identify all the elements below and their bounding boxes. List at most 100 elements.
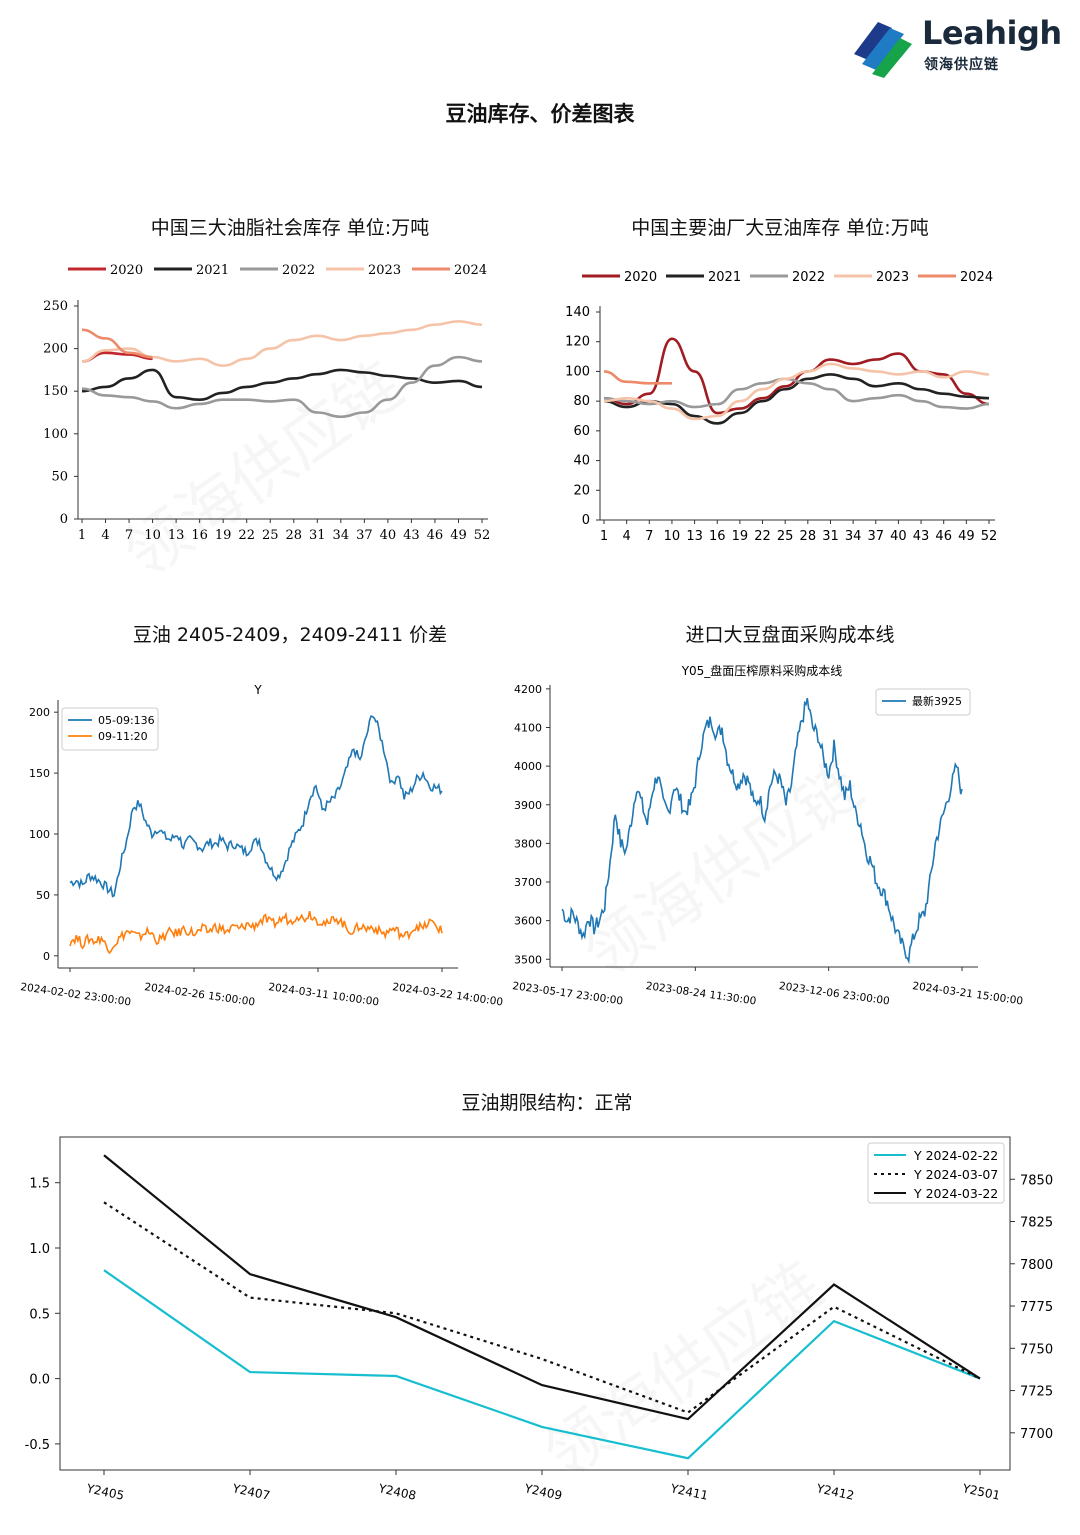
x-tick-label: Y2409: [522, 1481, 563, 1503]
series-line-2021: [603, 373, 990, 425]
legend-label-2024: 2024: [454, 263, 487, 278]
y-tick-label: 60: [573, 424, 590, 439]
page-title: 豆油库存、价差图表: [445, 102, 635, 126]
legend-label-Y 2024-03-22: Y 2024-03-22: [913, 1186, 998, 1201]
x-tick-label: 2024-03-21 15:00:00: [912, 980, 1024, 1007]
right-y-tick-label: 7700: [1020, 1427, 1053, 1442]
right-y-tick-label: 7850: [1020, 1173, 1053, 1188]
x-tick-label: 2023-12-06 23:00:00: [778, 980, 890, 1007]
y-tick-label: 150: [29, 767, 50, 780]
y-tick-label: 4000: [514, 760, 542, 773]
legend-label-2023: 2023: [368, 263, 401, 278]
plot-frame: [59, 1136, 1011, 1471]
x-tick-label: 4: [101, 528, 109, 543]
legend-label-09-11:20: 09-11:20: [98, 730, 148, 743]
y-tick-label: 200: [43, 342, 68, 357]
series-line-最新3925: [561, 697, 963, 965]
chart-import-cost: Y05_盘面压榨原料采购成本线 3500 3600 3700 3800 3900 4000 4…: [512, 663, 1024, 1007]
x-tick-label: 28: [800, 529, 817, 544]
x-tick-label: 19: [215, 528, 232, 543]
series-line-Y 2024-03-22: [103, 1154, 981, 1421]
chart-three-oils: 0 50 100 150 200 250 1 4 7 10 13 16 19 22 25 28 31 34 37 40…: [43, 263, 491, 543]
series-line-2022: [81, 355, 483, 419]
x-tick-label: 28: [285, 528, 302, 543]
y-tick-label: 0: [60, 512, 68, 527]
x-tick-label: Y2501: [960, 1481, 1001, 1503]
chart-title-import-cost: 进口大豆盘面采购成本线: [685, 624, 895, 646]
x-tick-label: Y2408: [376, 1481, 417, 1503]
series-line-2022: [603, 377, 990, 410]
series-line-05-09:136: [69, 715, 443, 898]
left-y-tick-label: 1.0: [29, 1242, 50, 1257]
series-line-2021: [81, 368, 483, 402]
legend-label-05-09:136: 05-09:136: [98, 714, 155, 727]
x-tick-label: 7: [645, 529, 653, 544]
x-tick-label: 10: [144, 528, 161, 543]
y-tick-label: 4200: [514, 683, 542, 696]
x-tick-label: 43: [913, 529, 930, 544]
x-tick-label: 37: [356, 528, 373, 543]
legend-label-Y 2024-03-07: Y 2024-03-07: [913, 1167, 998, 1182]
right-y-tick-label: 7750: [1020, 1342, 1053, 1357]
legend-box: [875, 688, 971, 716]
y-tick-label: 100: [565, 364, 590, 379]
legend-label-2021: 2021: [708, 270, 741, 285]
y-tick-label: 100: [43, 427, 68, 442]
legend-label-Y 2024-02-22: Y 2024-02-22: [913, 1148, 998, 1163]
right-y-tick-label: 7725: [1020, 1385, 1053, 1400]
x-tick-label: Y2412: [814, 1481, 855, 1503]
series-line-Y 2024-02-22: [103, 1269, 981, 1460]
x-tick-label: 43: [403, 528, 420, 543]
legend-label-2020: 2020: [110, 263, 143, 278]
legend-label-2021: 2021: [196, 263, 229, 278]
x-tick-label: 31: [309, 528, 326, 543]
x-tick-label: 22: [238, 528, 255, 543]
chart-mill-soyoil: 0 20 40 60 80 100 120 140 1 4 7 10 13 16 19 22 25 28 31 34 3…: [565, 270, 998, 544]
chart-subtitle: Y: [253, 683, 262, 697]
y-tick-label: 140: [565, 305, 590, 320]
x-tick-label: 16: [191, 528, 208, 543]
y-tick-label: 50: [51, 469, 68, 484]
y-tick-label: 50: [36, 889, 50, 902]
x-tick-label: 19: [732, 529, 749, 544]
x-tick-label: 31: [822, 529, 839, 544]
chart-subtitle: Y05_盘面压榨原料采购成本线: [681, 663, 843, 678]
x-tick-label: 22: [754, 529, 771, 544]
x-tick-label: Y2407: [230, 1481, 271, 1503]
x-tick-label: 2023-08-24 11:30:00: [645, 980, 757, 1007]
legend-box: [867, 1142, 1005, 1204]
y-tick-label: 120: [565, 335, 590, 350]
chart-term-structure: -0.5 0.0 0.5 1.0 1.5 7700 7725 7750 7775 7800 7825…: [25, 1136, 1053, 1503]
chart-title-spread: 豆油 2405-2409，2409-2411 价差: [132, 624, 448, 646]
x-tick-label: Y2405: [84, 1481, 125, 1503]
x-tick-label: 25: [777, 529, 794, 544]
logo-subtitle: 领海供应链: [924, 57, 999, 73]
y-tick-label: 40: [573, 454, 590, 469]
series-line-2023: [81, 320, 483, 367]
legend-label-2022: 2022: [792, 270, 825, 285]
x-tick-label: 1: [78, 528, 86, 543]
y-tick-label: 3600: [514, 915, 542, 928]
series-line-09-11:20: [69, 911, 443, 955]
x-tick-label: 52: [981, 529, 998, 544]
x-tick-label: 40: [380, 528, 397, 543]
x-tick-label: 2024-02-02 23:00:00: [20, 981, 132, 1008]
series-line-Y 2024-03-07: [103, 1201, 981, 1414]
x-tick-label: 52: [474, 528, 491, 543]
right-y-tick-label: 7775: [1020, 1300, 1053, 1315]
x-tick-label: 2024-02-26 15:00:00: [144, 981, 256, 1008]
y-tick-label: 3800: [514, 837, 542, 850]
y-tick-label: 3700: [514, 876, 542, 889]
x-tick-label: 34: [845, 529, 862, 544]
legend-box: [61, 707, 159, 751]
x-tick-label: 4: [623, 529, 631, 544]
legend-label-2024: 2024: [960, 270, 993, 285]
x-tick-label: 10: [664, 529, 681, 544]
x-tick-label: 13: [168, 528, 185, 543]
x-tick-label: Y2411: [668, 1481, 709, 1503]
x-tick-label: 37: [867, 529, 884, 544]
x-tick-label: 49: [450, 528, 467, 543]
x-tick-label: 1: [600, 529, 608, 544]
chart-spread: Y 0 50 100 150 200 2024-02-02 23:00:00 2024-02-…: [20, 683, 504, 1008]
chart-title-three-oils: 中国三大油脂社会库存 单位:万吨: [150, 217, 430, 239]
